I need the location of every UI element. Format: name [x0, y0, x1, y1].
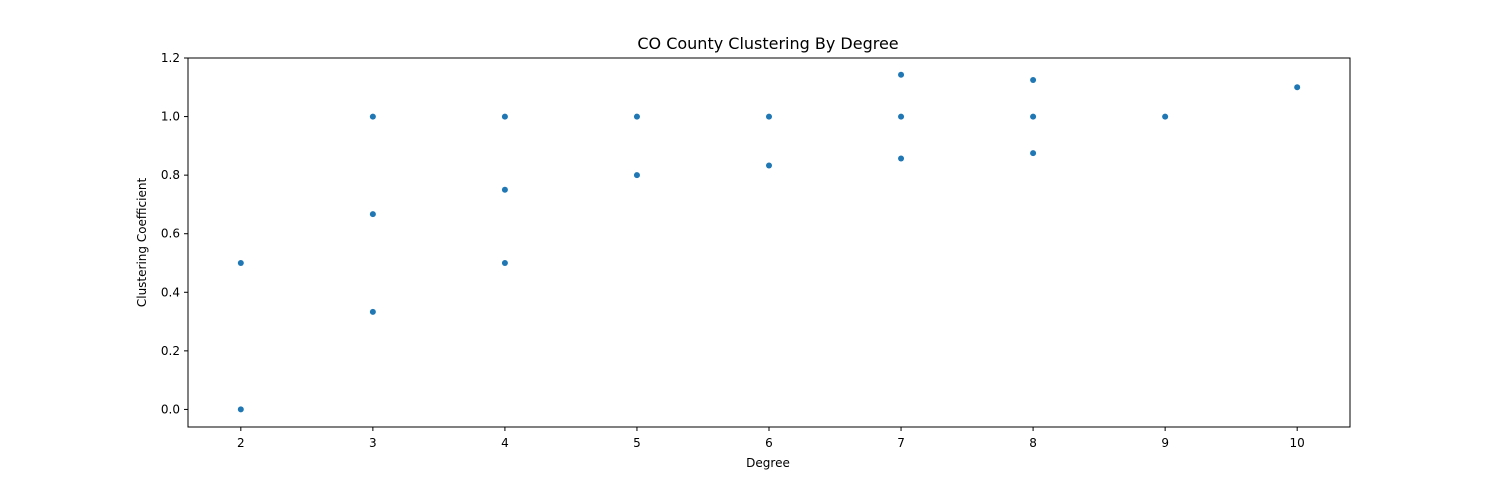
x-tick-label: 8 [1029, 436, 1037, 450]
y-tick-label: 0.6 [161, 227, 180, 241]
scatter-point [766, 113, 772, 120]
y-axis: 0.0 0.2 0.4 0.6 0.8 1.0 1.2 [161, 51, 188, 416]
scatter-point [898, 155, 905, 162]
y-tick-label: 0.0 [161, 402, 180, 416]
scatter-point [898, 71, 905, 78]
x-tick-label: 7 [897, 436, 905, 450]
x-tick-label: 3 [369, 436, 377, 450]
scatter-point [501, 113, 508, 120]
scatter-point [237, 260, 244, 266]
scatter-point [633, 113, 640, 120]
chart-title: CO County Clustering By Degree [637, 34, 898, 53]
scatter-point [633, 172, 640, 179]
x-tick-label: 6 [765, 436, 773, 450]
scatter-point [369, 308, 376, 315]
y-tick-label: 0.4 [161, 285, 180, 299]
y-tick-label: 1.2 [161, 51, 180, 65]
x-tick-label: 2 [237, 436, 245, 450]
scatter-point [369, 211, 376, 218]
x-axis-label: Degree [746, 456, 790, 470]
y-tick-label: 1.0 [161, 110, 180, 124]
plot-frame [187, 57, 1351, 428]
scatter-point [1030, 150, 1037, 157]
x-tick-label: 9 [1161, 436, 1169, 450]
scatter-point [1162, 113, 1169, 120]
x-axis: 2 3 4 5 6 7 8 9 10 [237, 427, 1305, 450]
x-tick-label: 4 [501, 436, 509, 450]
y-tick-label: 0.8 [161, 168, 180, 182]
y-tick-label: 0.2 [161, 344, 180, 358]
data-points [237, 71, 1301, 413]
scatter-point [1030, 113, 1037, 120]
scatter-point [501, 186, 508, 193]
scatter-point [501, 260, 508, 266]
scatter-point [369, 113, 376, 120]
scatter-point [1030, 76, 1037, 83]
scatter-point [898, 113, 905, 120]
y-axis-label: Clustering Coefficient [135, 178, 149, 308]
scatter-point [237, 406, 244, 413]
x-tick-label: 10 [1290, 436, 1305, 450]
scatter-point [766, 162, 772, 169]
scatter-point [1294, 84, 1301, 91]
x-tick-label: 5 [633, 436, 641, 450]
